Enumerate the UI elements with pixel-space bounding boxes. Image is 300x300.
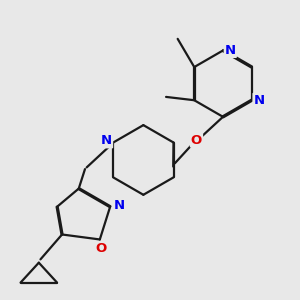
Text: N: N	[225, 44, 236, 57]
Text: O: O	[191, 134, 202, 146]
Text: N: N	[101, 134, 112, 147]
Text: N: N	[254, 94, 265, 107]
Text: N: N	[114, 199, 125, 212]
Text: O: O	[96, 242, 107, 255]
